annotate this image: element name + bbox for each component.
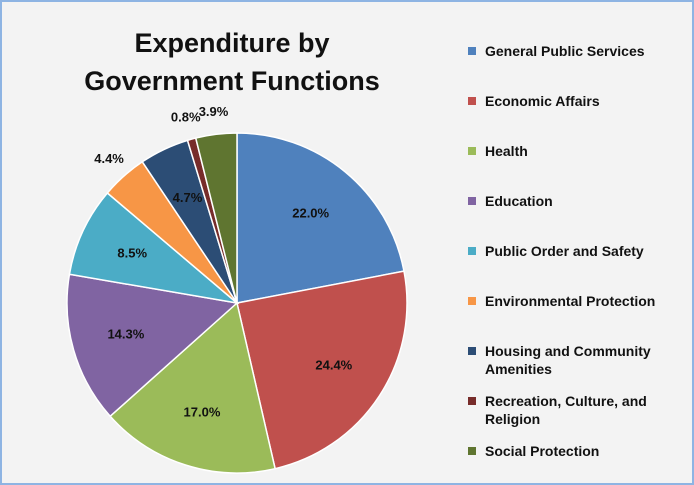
legend-swatch xyxy=(468,397,476,405)
legend-swatch xyxy=(468,447,476,455)
data-label: 24.4% xyxy=(315,358,352,373)
legend-swatch xyxy=(468,247,476,255)
pie-slice xyxy=(68,191,240,305)
legend-label: Environmental Protection xyxy=(485,293,656,309)
legend-swatch xyxy=(468,297,476,305)
legend-item: Environmental Protection xyxy=(468,292,690,310)
legend-item: General Public Services xyxy=(468,42,690,60)
legend-swatch xyxy=(468,197,476,205)
legend-swatch xyxy=(468,347,476,355)
pie-slice xyxy=(66,273,239,418)
data-label: 0.8% xyxy=(171,109,201,124)
pie-slice xyxy=(236,132,405,304)
data-label: 4.7% xyxy=(173,190,203,205)
legend-label: Economic Affairs xyxy=(485,93,600,109)
legend-swatch xyxy=(468,47,476,55)
legend-item: Health xyxy=(468,142,690,160)
data-label: 17.0% xyxy=(184,405,221,420)
pie-slice xyxy=(236,270,408,470)
legend-item: Recreation, Culture, and Religion xyxy=(468,392,690,428)
legend-label: Recreation, Culture, and Religion xyxy=(485,393,647,427)
data-label: 3.9% xyxy=(199,104,229,119)
legend-item: Housing and Community Amenities xyxy=(468,342,690,378)
pie-slice xyxy=(194,132,238,304)
legend-label: Social Protection xyxy=(485,443,600,459)
legend-label: Health xyxy=(485,143,528,159)
legend-item: Economic Affairs xyxy=(468,92,690,110)
legend-label: Public Order and Safety xyxy=(485,243,644,259)
data-label: 4.4% xyxy=(94,151,124,166)
data-label: 8.5% xyxy=(117,246,147,261)
data-label: 14.3% xyxy=(107,326,144,341)
legend-label: Education xyxy=(485,193,553,209)
legend-item: Social Protection xyxy=(468,442,690,460)
chart-title: Expenditure by Government Functions xyxy=(84,28,380,96)
data-label: 22.0% xyxy=(292,205,329,220)
pie-slice xyxy=(109,301,277,474)
legend-label: General Public Services xyxy=(485,43,645,59)
legend-swatch xyxy=(468,97,476,105)
legend-item: Education xyxy=(468,192,690,210)
legend-label: Housing and Community Amenities xyxy=(485,343,651,377)
legend-item: Public Order and Safety xyxy=(468,242,690,260)
legend-swatch xyxy=(468,147,476,155)
